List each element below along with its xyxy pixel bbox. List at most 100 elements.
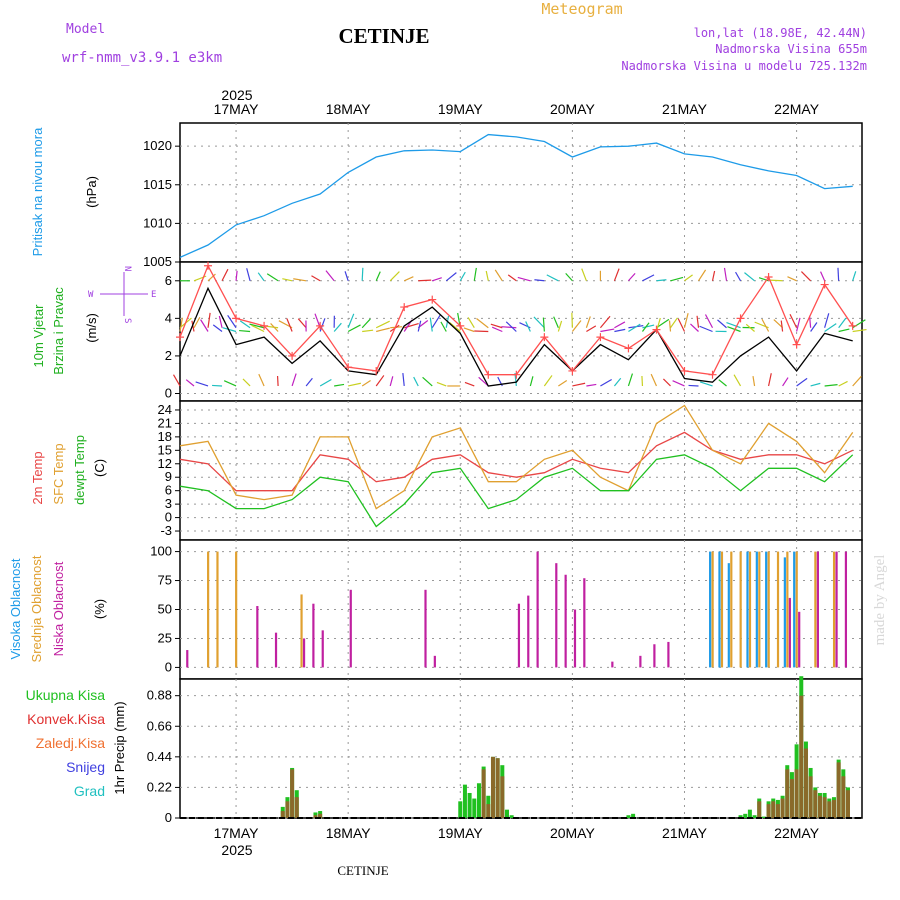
cloud-label-2: Srednja Oblacnost — [29, 555, 44, 662]
y-tick-label: 0 — [165, 385, 172, 400]
precip-conv-bar — [490, 756, 495, 818]
wind-arrow — [585, 316, 591, 328]
wind-arrow — [688, 384, 699, 387]
wind-arrow — [838, 380, 848, 387]
wind-arrow — [670, 276, 684, 282]
y-tick-label: 18 — [158, 429, 172, 444]
date-label-bottom: 21MAY — [662, 825, 708, 841]
precip-legend: Ukupna Kisa Konvek.Kisa Zaledj.Kisa Snijeg G… — [26, 687, 106, 799]
y-tick-label: 75 — [158, 573, 172, 588]
wind-arrow — [699, 381, 713, 387]
precip-legend-item: Konvek.Kisa — [27, 711, 105, 727]
wind-arrow — [744, 272, 755, 282]
cloud-mid-bar — [748, 551, 752, 668]
wind-arrow — [837, 267, 840, 281]
wind-gust-marker — [176, 333, 184, 342]
wind-arrow — [558, 380, 568, 387]
wind-arrow — [627, 272, 636, 282]
wind-arrow — [726, 322, 741, 329]
precip-conv-bar — [481, 769, 486, 818]
y-tick-label: 4 — [165, 310, 172, 325]
cloud-high-bar — [783, 557, 786, 668]
wind-gust-marker — [596, 333, 605, 342]
compass-w: W — [88, 290, 94, 300]
y-tick-label: 0.66 — [147, 718, 172, 733]
precip-conv-bar — [313, 815, 318, 818]
credit: made by Angel — [872, 555, 888, 646]
wind-arrow — [767, 373, 772, 387]
precip-conv-bar — [318, 813, 323, 818]
precip-conv-bar — [822, 797, 827, 818]
wind-arrow — [529, 376, 534, 387]
wind-arrow — [463, 327, 475, 333]
wind-arrow — [389, 271, 400, 282]
wind-arrow — [796, 377, 808, 387]
wind-arrow — [348, 382, 362, 387]
wind-arrow — [711, 270, 716, 281]
wind-arrow — [418, 279, 432, 282]
precip-total-bar — [626, 815, 631, 818]
pressure-unit: (hPa) — [84, 176, 99, 208]
precip-conv-bar — [813, 790, 818, 818]
precip-conv-bar — [799, 695, 804, 818]
wind-arrow — [824, 313, 830, 328]
cloud-low-bar — [653, 644, 656, 668]
cloud-low-bar — [555, 563, 558, 668]
date-label-bottom: 17MAY — [214, 825, 260, 841]
plot-frame — [179, 678, 863, 819]
temp-label-2: SFC Temp — [51, 443, 66, 504]
wind-arrow — [347, 313, 355, 328]
date-label-bottom: 20MAY — [550, 825, 596, 841]
cloud-mid-bar — [795, 551, 798, 668]
precip-conv-bar — [486, 804, 491, 818]
cloud-low-bar — [536, 551, 539, 668]
wind-arrow — [824, 323, 837, 332]
wind-arrow — [282, 278, 293, 282]
wind-arrow — [628, 323, 641, 333]
wind-arrow — [389, 376, 394, 387]
cloud-mid-bar — [776, 551, 780, 668]
wind-arrow — [735, 271, 742, 282]
plot-frame — [179, 261, 863, 402]
precip-conv-bar — [789, 779, 794, 818]
wind-arrow — [490, 323, 503, 329]
wind-arrow — [361, 267, 364, 281]
cloud-low-bar — [424, 589, 427, 668]
wind-arrow — [727, 326, 741, 333]
wind-arrow — [614, 321, 626, 329]
wind-arrow — [179, 317, 184, 332]
wind-gust-marker — [512, 370, 521, 379]
wind-arrow — [553, 316, 559, 328]
wind-gust-marker — [820, 280, 829, 289]
cloud-mid-bar — [739, 551, 742, 668]
precip-legend-item: Zaledj.Kisa — [36, 735, 105, 751]
wind-arrow — [852, 271, 857, 281]
meteogram-label: Meteogram — [541, 0, 622, 18]
wind-arrow — [677, 318, 686, 332]
precip-total-bar — [752, 815, 757, 818]
wind-arrow — [485, 270, 489, 281]
y-tick-label: 15 — [158, 442, 172, 457]
wind-label-1: 10m Vjetar — [31, 304, 46, 368]
wind-arrow — [218, 315, 223, 328]
wind-arrow — [403, 276, 414, 282]
wind-arrow — [251, 324, 265, 333]
wind-arrow — [810, 322, 818, 332]
precip-total-bar — [467, 792, 472, 818]
cloud-low-bar — [844, 551, 848, 668]
pressure-label: Pritisak na nivou mora — [30, 127, 45, 256]
wind-arrow — [838, 317, 847, 329]
wind-arrow — [699, 325, 713, 333]
date-axis-bottom: 17MAY 18MAY 19MAY 20MAY 21MAY 22MAY — [214, 825, 820, 841]
cloud-low-bar — [788, 597, 791, 668]
wind-arrow — [752, 376, 756, 387]
wind-arrow — [266, 273, 279, 282]
wind-arrow — [571, 320, 582, 332]
wind-arrow — [246, 268, 251, 281]
cloud-low-bar — [321, 630, 324, 668]
wind-arrow — [305, 377, 313, 387]
wind-arrow — [293, 278, 307, 282]
precip-conv-bar — [757, 801, 762, 818]
pressure-panel: 1005 1010 1015 1020 — [143, 122, 863, 269]
wind-arrow — [789, 313, 798, 329]
